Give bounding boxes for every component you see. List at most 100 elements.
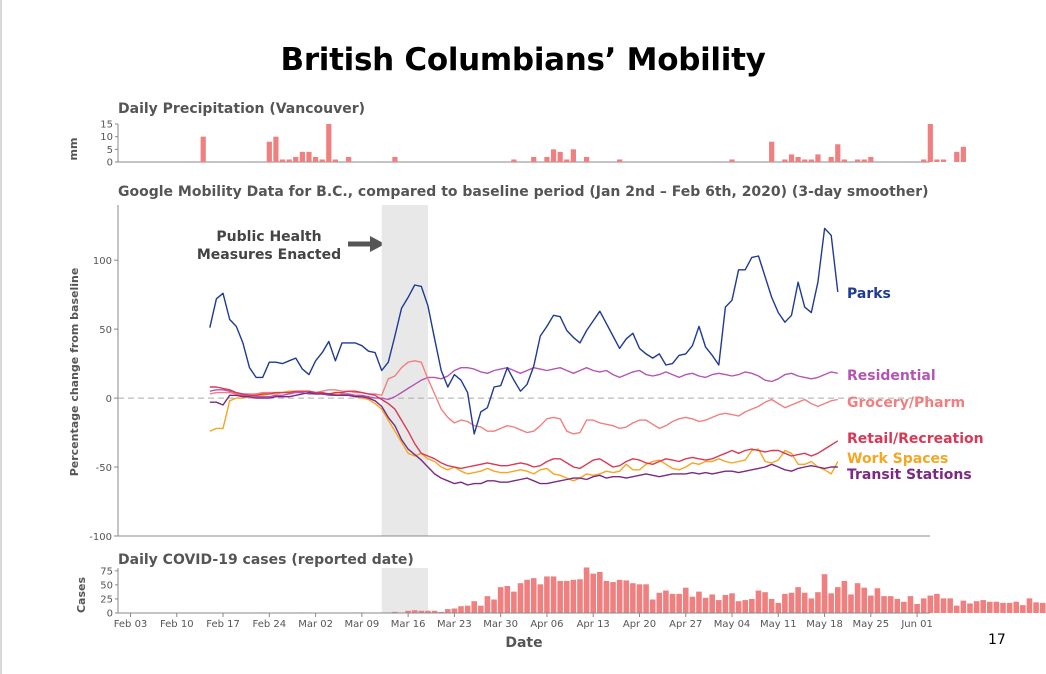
cases-bar — [973, 601, 980, 613]
cases-bar — [590, 573, 596, 613]
series-line-retail-recreation — [209, 386, 839, 470]
x-axis-label: Date — [505, 635, 542, 651]
cases-bar — [907, 596, 914, 613]
mobility-y-tick-label: -50 — [96, 463, 112, 474]
cases-bar — [630, 583, 636, 613]
cases-bar — [795, 587, 801, 613]
x-tick-label: Apr 27 — [669, 619, 702, 630]
cases-y-tick-label: 75 — [100, 566, 113, 577]
mobility-y-tick-label: 100 — [93, 256, 112, 267]
cases-bar — [411, 610, 418, 613]
x-tick-label: Feb 17 — [206, 619, 240, 630]
cases-bar — [788, 592, 795, 613]
cases-bar — [696, 591, 702, 613]
mobility-title: Google Mobility Data for B.C., compared … — [118, 184, 929, 200]
cases-bar — [649, 599, 656, 613]
cases-bar — [967, 603, 973, 613]
precip-bar — [326, 124, 332, 162]
cases-y-tick-label: 50 — [100, 580, 113, 591]
series-label-transit-stations: Transit Stations — [847, 467, 972, 483]
cases-bar — [768, 598, 775, 613]
x-tick-label: Apr 20 — [623, 619, 656, 630]
cases-bar — [993, 601, 1000, 613]
cases-bar — [709, 594, 715, 613]
series-label-parks: Parks — [847, 286, 891, 302]
x-tick-label: Mar 16 — [391, 619, 426, 630]
cases-bar — [762, 592, 768, 613]
cases-bar — [524, 579, 530, 613]
cases-bar — [980, 600, 986, 613]
cases-bar — [444, 609, 451, 613]
precip-bar — [795, 156, 801, 162]
cases-bar — [471, 601, 478, 613]
precip-bar — [332, 159, 339, 162]
cases-bar — [894, 598, 901, 613]
precip-bar — [286, 159, 292, 162]
precip-bar — [802, 159, 808, 162]
cases-bar — [563, 580, 570, 613]
precip-bar — [855, 159, 861, 162]
series-label-residential: Residential — [847, 368, 936, 384]
cases-bar — [848, 594, 854, 613]
cases-bar — [682, 587, 689, 613]
cases-bar — [960, 600, 967, 613]
x-tick-label: Apr 13 — [577, 619, 610, 630]
page-number: 17 — [988, 632, 1006, 648]
cases-bar — [544, 576, 550, 613]
series-label-grocery-pharm: Grocery/Pharm — [847, 395, 965, 411]
cases-bar — [669, 593, 676, 613]
cases-bar — [808, 598, 815, 613]
mobility-y-tick-label: 0 — [106, 394, 112, 405]
cases-bar — [530, 578, 537, 613]
cases-bar — [815, 592, 821, 613]
precip-bar — [808, 159, 814, 162]
precip-y-tick-label: 10 — [100, 132, 113, 143]
cases-bar — [920, 598, 927, 613]
mobility-ylabel: Percentage change from baseline — [68, 268, 81, 477]
cases-bar — [603, 580, 610, 613]
cases-bar — [663, 590, 669, 613]
public-health-shaded-period — [381, 205, 428, 536]
cases-bar — [854, 583, 861, 613]
series-label-work-spaces: Work Spaces — [847, 451, 948, 467]
cases-bar — [901, 601, 907, 613]
precip-bar — [815, 154, 821, 162]
cases-bar — [874, 588, 881, 613]
cases-bar — [616, 579, 623, 613]
annotation-line-2: Measures Enacted — [197, 247, 341, 263]
cases-bar — [484, 596, 491, 613]
cases-bar — [431, 610, 438, 613]
cases-bar — [504, 586, 511, 613]
precip-bar — [927, 124, 933, 162]
cases-bar — [597, 571, 603, 613]
cases-bar — [821, 574, 828, 613]
precip-bar — [960, 146, 966, 162]
cases-bar — [458, 606, 464, 613]
x-tick-label: Feb 03 — [114, 619, 148, 630]
precip-bar — [266, 141, 272, 162]
precip-bar — [954, 151, 960, 162]
cases-bar — [676, 593, 682, 613]
cases-bar — [511, 591, 517, 613]
cases-bar — [1006, 602, 1013, 613]
x-tick-label: May 25 — [853, 619, 890, 630]
precip-bar — [564, 159, 570, 162]
cases-bar — [987, 601, 993, 613]
precip-bar — [531, 156, 537, 162]
series-line-parks — [209, 227, 839, 435]
precip-bar — [570, 149, 576, 162]
cases-bar — [742, 600, 749, 613]
cases-bar — [1039, 602, 1046, 613]
cases-bar — [491, 599, 497, 613]
x-tick-label: Jun 01 — [900, 619, 933, 630]
cases-bar — [828, 593, 834, 613]
cases-bar — [702, 597, 709, 613]
precip-bar — [841, 159, 847, 162]
precip-bar — [861, 159, 867, 162]
series-line-work-spaces — [209, 390, 839, 482]
precip-bar — [312, 156, 319, 162]
cases-bar — [623, 580, 630, 613]
cases-bar — [537, 584, 544, 613]
cases-bar — [881, 596, 887, 613]
